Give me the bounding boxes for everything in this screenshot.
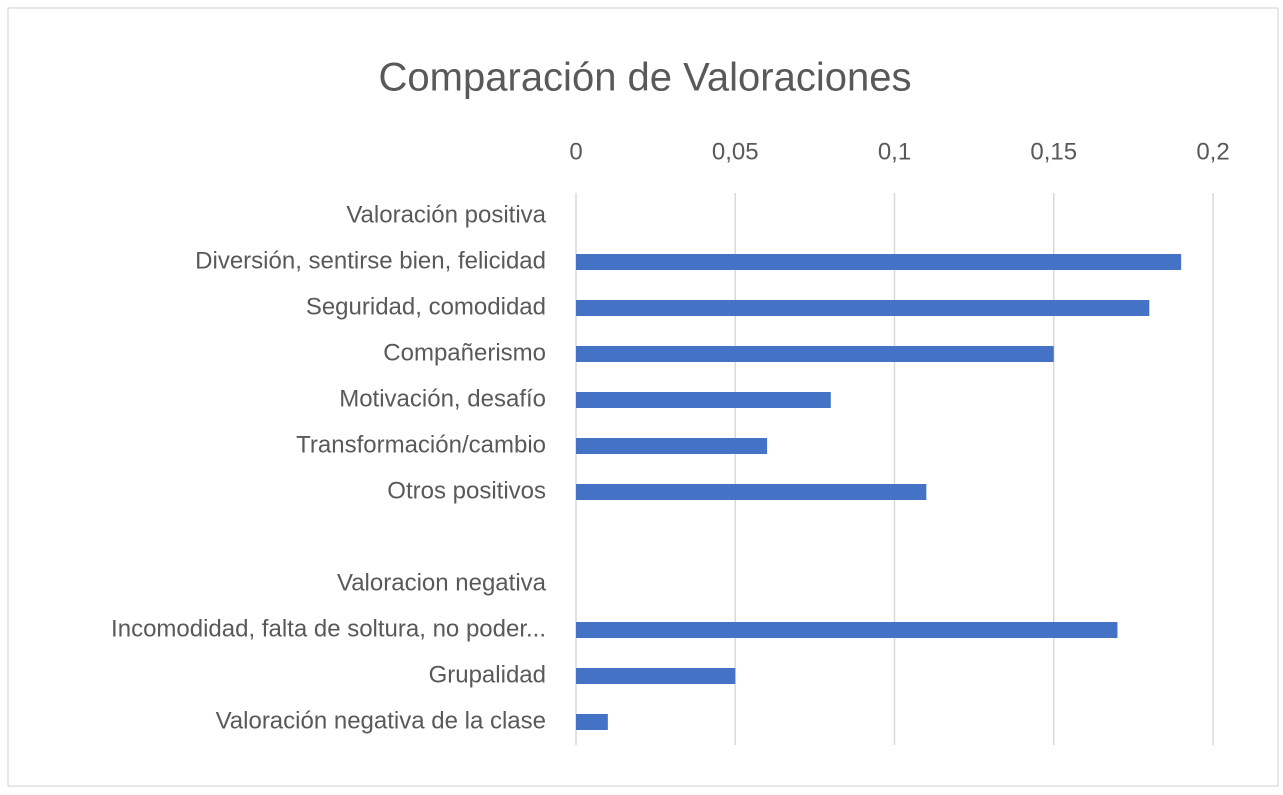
y-tick-label: Incomodidad, falta de soltura, no poder.… (111, 615, 546, 642)
bar (576, 714, 608, 730)
y-tick-label: Grupalidad (429, 661, 546, 688)
y-tick-label: Compañerismo (383, 339, 546, 366)
x-tick-label: 0,15 (1030, 138, 1077, 165)
x-tick-label: 0,05 (712, 138, 759, 165)
bar (576, 484, 927, 500)
y-tick-label: Seguridad, comodidad (306, 293, 546, 320)
bar (576, 668, 736, 684)
y-tick-label: Diversión, sentirse bien, felicidad (195, 247, 546, 274)
bar (576, 622, 1118, 638)
y-tick-label: Otros positivos (387, 477, 546, 504)
bar (576, 438, 768, 454)
chart-title: Comparación de Valoraciones (379, 56, 912, 100)
y-tick-label: Valoración positiva (346, 201, 546, 228)
x-tick-label: 0 (569, 138, 582, 165)
bar (576, 300, 1150, 316)
x-tick-label: 0,1 (878, 138, 911, 165)
bar (576, 392, 831, 408)
x-tick-label: 0,2 (1196, 138, 1229, 165)
y-tick-label: Motivación, desafío (339, 385, 546, 412)
y-tick-label: Transformación/cambio (296, 431, 546, 458)
bar (576, 254, 1182, 270)
y-tick-label: Valoracion negativa (337, 569, 547, 596)
bar (576, 346, 1054, 362)
y-tick-label: Valoración negativa de la clase (216, 707, 546, 734)
